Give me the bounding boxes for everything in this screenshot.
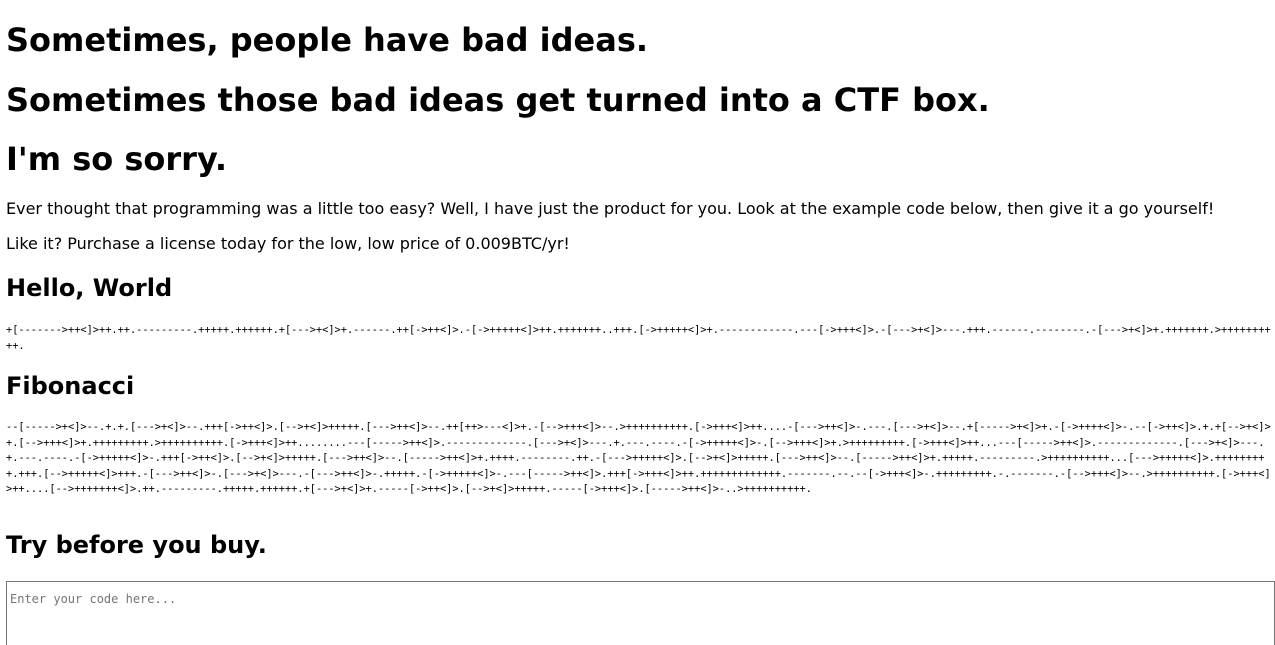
intro-text: Ever thought that programming was a litt…: [6, 199, 1215, 218]
hello-world-code: +[------->++<]>++.++.---------.+++++.+++…: [6, 324, 1271, 352]
headline-ctf-box: Sometimes those bad ideas get turned int…: [6, 81, 990, 119]
code-input[interactable]: [6, 581, 1275, 645]
fibonacci-code: --[----->+<]>--.+.+.[--->+<]>--.+++[->++…: [6, 421, 1271, 495]
hello-world-heading: Hello, World: [6, 274, 173, 302]
headline-apology: I'm so sorry.: [6, 140, 228, 178]
headline-bad-ideas: Sometimes, people have bad ideas.: [6, 21, 649, 59]
try-heading: Try before you buy.: [6, 531, 267, 559]
license-text: Like it? Purchase a license today for th…: [6, 234, 570, 253]
fibonacci-heading: Fibonacci: [6, 372, 135, 400]
